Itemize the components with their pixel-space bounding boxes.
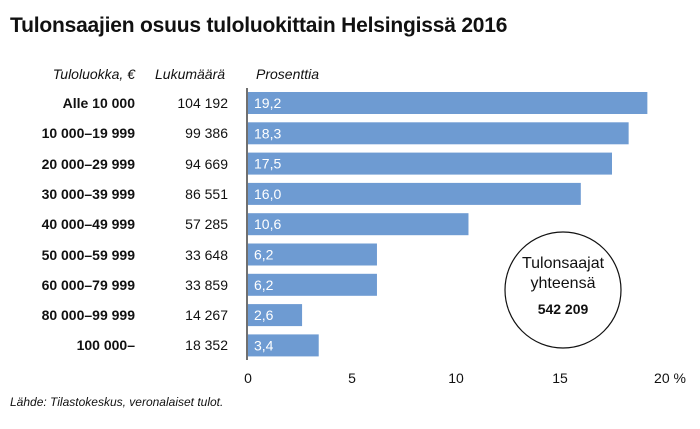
row-label-income-class: 20 000–29 999 [41, 155, 135, 172]
bar [248, 152, 612, 175]
row-count: 14 267 [185, 307, 228, 324]
x-tick-label: 0 [244, 370, 252, 386]
bar-value-label: 10,6 [254, 216, 281, 232]
header-count: Lukumäärä [155, 66, 226, 82]
bar-value-label: 16,0 [254, 186, 281, 202]
row-label-income-class: 50 000–59 999 [41, 246, 135, 263]
bar-value-label: 18,3 [254, 125, 281, 141]
source-note: Lähde: Tilastokeskus, veronalaiset tulot… [10, 395, 224, 409]
bar-value-label: 17,5 [254, 156, 281, 172]
row-count: 33 859 [185, 276, 228, 293]
x-tick-label: 10 [448, 370, 464, 386]
x-tick-label: 20 % [654, 370, 686, 386]
bar-value-label: 19,2 [254, 95, 281, 111]
bar [248, 273, 377, 296]
bar [248, 122, 629, 145]
x-tick-label: 5 [348, 370, 356, 386]
row-label-income-class: 10 000–19 999 [41, 125, 135, 142]
row-count: 18 352 [185, 337, 228, 354]
row-count: 86 551 [185, 185, 228, 202]
row-label-income-class: 60 000–79 999 [41, 276, 135, 293]
total-label-line2: yhteensä [531, 275, 596, 292]
row-count: 33 648 [185, 246, 228, 263]
bar [248, 213, 469, 236]
total-value: 542 209 [538, 301, 589, 317]
row-label-income-class: Alle 10 000 [62, 95, 135, 111]
row-label-income-class: 80 000–99 999 [41, 307, 135, 324]
bar-value-label: 6,2 [254, 247, 274, 263]
header-income-class: Tuloluokka, € [52, 66, 135, 82]
bar-value-label: 6,2 [254, 277, 274, 293]
row-count: 99 386 [185, 125, 228, 142]
chart-title: Tulonsaajien osuus tuloluokittain Helsin… [10, 14, 508, 37]
bar [248, 304, 303, 327]
bar-value-label: 2,6 [254, 307, 274, 323]
row-count: 57 285 [185, 216, 228, 233]
row-label-income-class: 30 000–39 999 [41, 185, 135, 202]
total-label-line1: Tulonsaajat [522, 255, 605, 272]
bar [248, 334, 319, 357]
bar [248, 92, 648, 114]
row-label-income-class: 40 000–49 999 [41, 216, 135, 233]
row-count: 104 192 [177, 95, 228, 111]
total-circle [504, 231, 622, 349]
x-tick-label: 15 [552, 370, 568, 386]
header-percent: Prosenttia [256, 66, 320, 82]
bar-value-label: 3,4 [254, 337, 274, 353]
row-label-income-class: 100 000– [76, 337, 135, 354]
row-count: 94 669 [185, 155, 228, 172]
bar [248, 243, 377, 266]
bar [248, 182, 581, 205]
